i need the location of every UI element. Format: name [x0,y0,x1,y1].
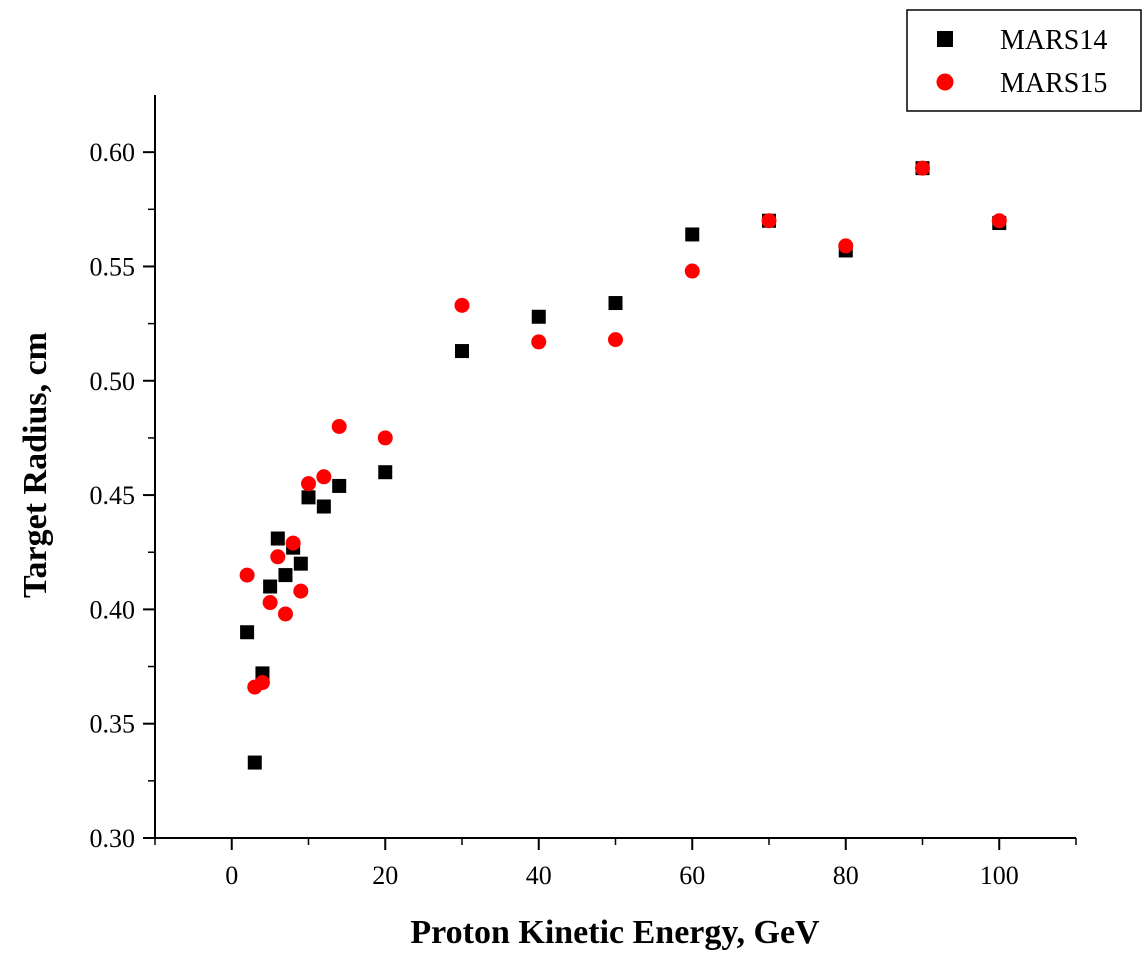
x-axis-title: Proton Kinetic Energy, GeV [410,914,820,951]
ticks: 0 20 40 60 80 100 0.30 0.35 0.40 0.45 0.50 0.55 0.60 [90,138,1077,890]
series-mars15 [239,160,1007,695]
legend-box [906,9,1142,112]
y-tick-label: 0.30 [90,824,136,853]
y-tick-label: 0.50 [90,367,136,396]
data-point-mars14 [378,465,393,480]
legend-item-mars14: MARS14 [937,25,1107,56]
data-point-mars14 [240,625,255,640]
data-point-mars15 [316,469,332,485]
legend-label: MARS15 [1000,68,1107,99]
data-point-mars15 [761,213,777,229]
y-tick-label: 0.60 [90,138,136,167]
data-point-mars15 [254,675,270,691]
y-tick-label: 0.45 [90,481,136,510]
axes [154,95,1076,839]
data-point-mars15 [239,567,255,583]
x-tick-label: 60 [679,861,705,890]
data-point-mars15 [331,418,347,434]
data-point-mars14 [608,296,623,311]
x-tick-label: 20 [372,861,398,890]
data-point-mars15 [684,263,700,279]
y-tick-label: 0.35 [90,710,136,739]
data-point-mars15 [838,238,854,254]
data-point-mars15 [915,160,930,176]
data-point-mars14 [278,568,293,583]
data-point-mars15 [377,430,393,446]
data-point-mars15 [285,535,301,551]
data-point-mars15 [293,583,309,599]
data-point-mars14 [316,499,331,514]
data-point-mars14 [455,344,469,359]
x-tick-label: 40 [526,861,552,890]
x-tick-label: 0 [225,861,238,890]
data-point-mars15 [608,332,623,348]
data-point-mars15 [301,476,316,492]
data-point-mars15 [454,297,470,313]
data-point-mars15 [277,606,293,622]
x-tick-label: 80 [833,861,859,890]
y-axis-title: Target Radius, cm [17,332,54,598]
data-point-mars14 [531,309,546,324]
series-mars14 [240,161,1007,770]
legend-item-mars15: MARS15 [936,68,1107,99]
data-point-mars14 [270,531,285,546]
data-point-mars15 [262,595,278,611]
data-point-mars14 [332,478,347,493]
legend-marker [937,31,953,47]
data-point-mars15 [270,549,286,565]
data-point-mars14 [263,579,278,594]
legend-label: MARS14 [1000,25,1107,56]
data-points [239,160,1007,770]
data-point-mars14 [293,556,308,571]
data-point-mars14 [301,490,316,505]
y-tick-label: 0.55 [90,252,136,281]
data-point-mars14 [247,755,262,770]
data-point-mars15 [991,213,1007,229]
data-point-mars14 [685,227,700,242]
x-tick-label: 100 [980,861,1019,890]
legend: MARS14 MARS15 [906,9,1142,112]
data-point-mars15 [531,334,547,350]
legend-marker [936,73,954,91]
y-tick-label: 0.40 [90,595,136,624]
